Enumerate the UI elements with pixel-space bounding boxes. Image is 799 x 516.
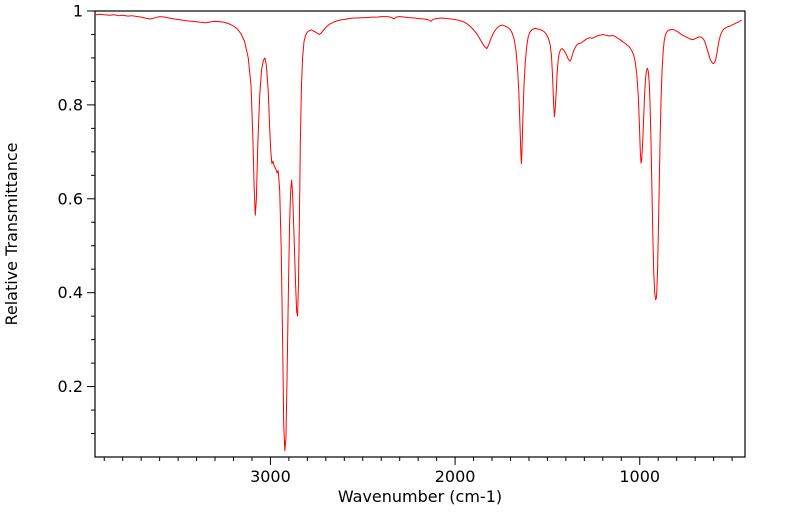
y-tick-label: 0.8 <box>58 95 83 114</box>
y-tick-label: 0.4 <box>58 283 83 302</box>
x-tick-label: 3000 <box>250 467 291 486</box>
spectrum-line <box>94 13 742 452</box>
x-tick-label: 1000 <box>619 467 660 486</box>
plot-generated-content: 3000 2000 1000 0.2 0.4 0.6 0.8 1 <box>58 2 746 486</box>
y-tick-label: 0.2 <box>58 377 83 396</box>
y-tick-label: 0.6 <box>58 189 83 208</box>
y-tick-label: 1 <box>73 2 83 21</box>
x-tick-label: 2000 <box>435 467 476 486</box>
x-axis-label: Wavenumber (cm-1) <box>338 487 502 506</box>
y-axis-label: Relative Transmittance <box>2 142 21 325</box>
plot-frame <box>94 10 746 458</box>
